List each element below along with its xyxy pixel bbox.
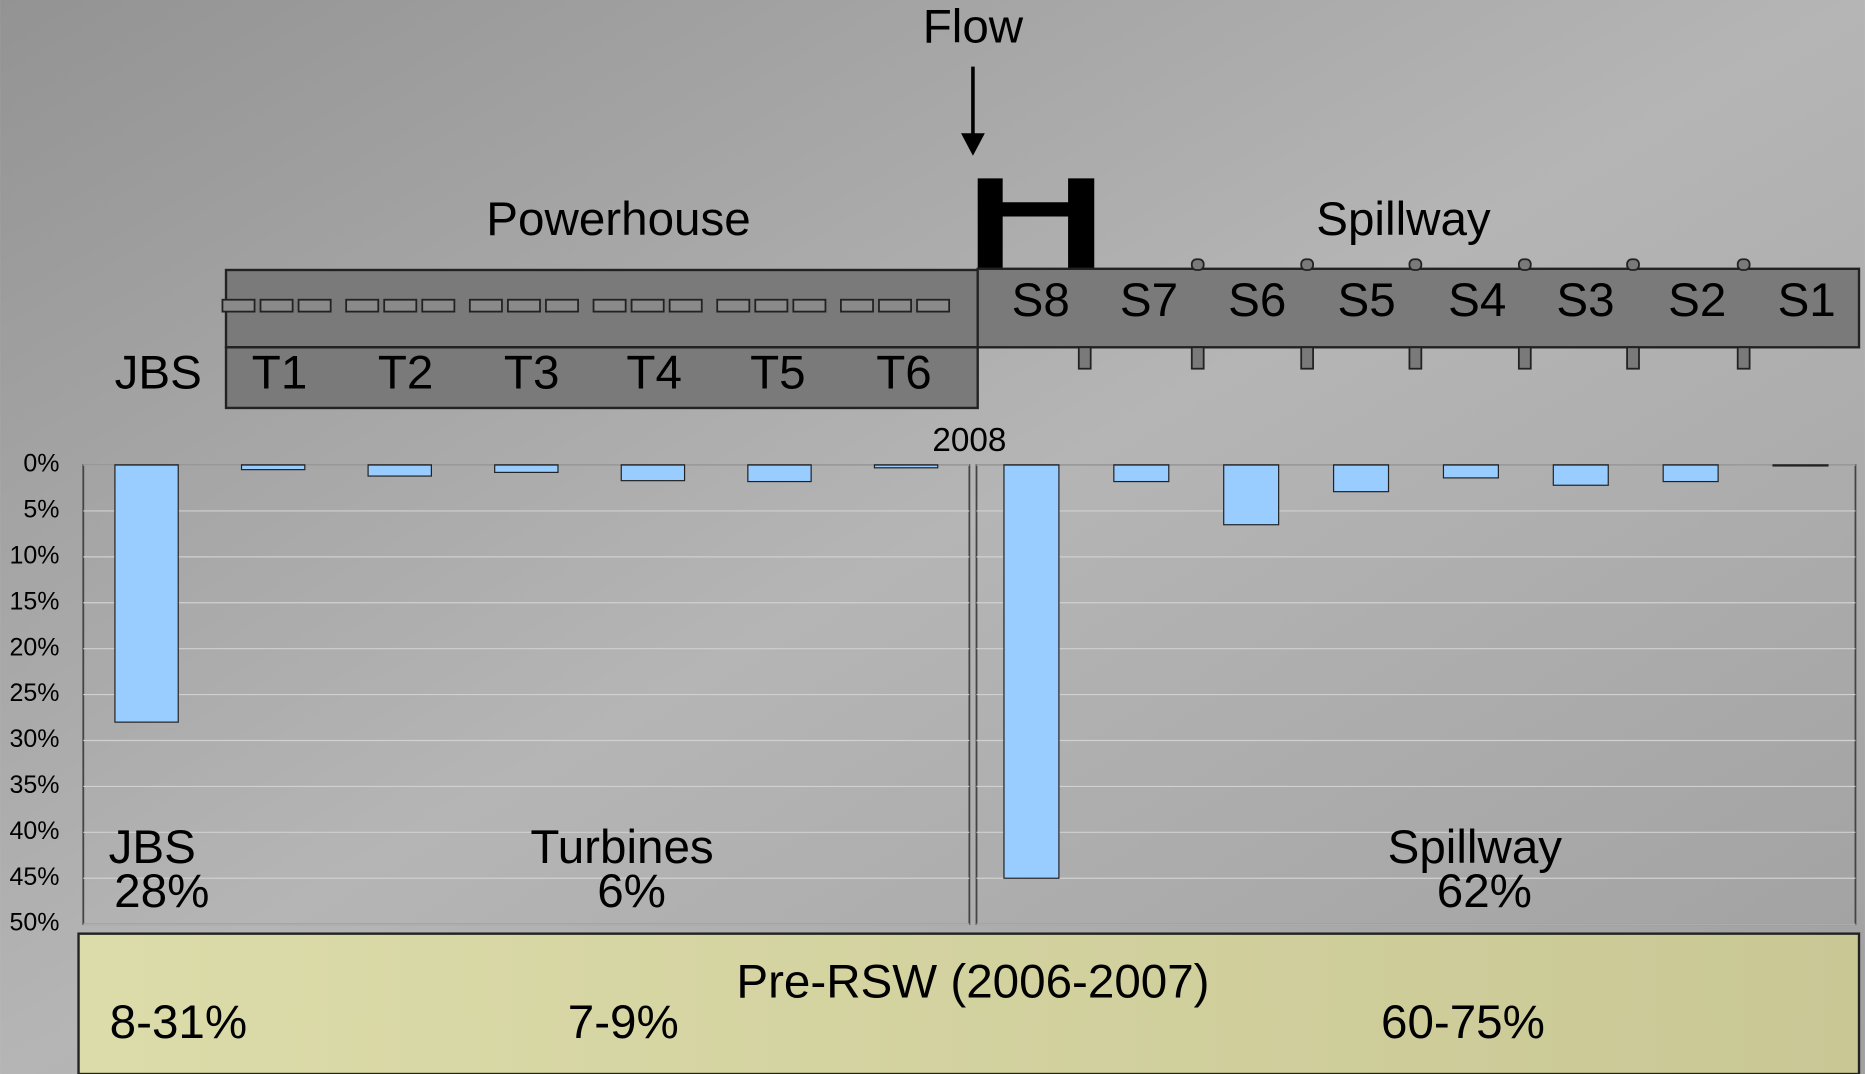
pre-rsw-box xyxy=(77,932,1861,1074)
y-tick-label: 25% xyxy=(10,679,60,707)
annotation-value: 6% xyxy=(597,865,666,918)
spillbay-label: S3 xyxy=(1556,274,1614,327)
chart-title: 2008 xyxy=(932,422,1006,459)
gate-top xyxy=(1736,258,1751,271)
gate-top xyxy=(1190,258,1205,271)
turbine-intake xyxy=(592,298,627,313)
bar xyxy=(494,464,559,473)
turbine-label: T6 xyxy=(876,346,932,399)
gate-foot xyxy=(1517,346,1532,370)
y-tick-label: 45% xyxy=(10,863,60,891)
spillbay-label: S5 xyxy=(1338,274,1396,327)
turbine-intake xyxy=(383,298,418,313)
spillbay-label: S4 xyxy=(1448,274,1506,327)
turbine-intake xyxy=(754,298,789,313)
y-tick-label: 40% xyxy=(10,817,60,845)
gate-foot xyxy=(1190,346,1205,370)
turbine-intake xyxy=(878,298,912,313)
annotation-value: 28% xyxy=(114,865,209,918)
spillbay-label: S2 xyxy=(1668,274,1726,327)
jbs-label: JBS xyxy=(115,346,202,399)
gate-foot xyxy=(1408,346,1423,370)
y-tick-label: 10% xyxy=(10,541,60,569)
turbine-intake xyxy=(507,298,541,313)
turbine-label: T4 xyxy=(626,346,682,399)
turbine-intake xyxy=(716,298,751,313)
gate-foot xyxy=(1626,346,1640,370)
gate-foot xyxy=(1077,346,1092,370)
turbine-intake xyxy=(345,298,380,313)
y-tick-label: 15% xyxy=(10,587,60,615)
turbine-intake xyxy=(668,298,703,313)
gate-foot xyxy=(1736,346,1751,370)
pre-rsw-range: 8-31% xyxy=(110,996,248,1049)
turbine-label: T1 xyxy=(252,346,308,399)
gate-top xyxy=(1408,258,1423,271)
turbine-intake xyxy=(297,298,332,313)
flow-label: Flow xyxy=(923,0,1024,53)
spillbay-label: S6 xyxy=(1228,274,1286,327)
bar xyxy=(1442,464,1499,479)
y-tick-label: 35% xyxy=(10,771,60,799)
spillway-box xyxy=(976,267,1861,349)
turbine-label: T5 xyxy=(750,346,806,399)
pre-rsw-title: Pre-RSW (2006-2007) xyxy=(736,955,1209,1008)
spillway-label: Spillway xyxy=(1316,193,1491,246)
annotation-label: JBS xyxy=(109,821,196,874)
turbine-intake xyxy=(840,298,874,313)
annotation-label: Turbines xyxy=(530,821,713,874)
gate-top xyxy=(1300,258,1314,271)
y-tick-label: 20% xyxy=(10,633,60,661)
spillbay-label: S1 xyxy=(1778,274,1836,327)
turbine-intake xyxy=(259,298,294,313)
gate-top xyxy=(1517,258,1532,271)
y-tick-label: 5% xyxy=(23,496,59,524)
spillbay-label: S8 xyxy=(1012,274,1070,327)
turbine-intake xyxy=(221,298,256,313)
bar xyxy=(240,464,306,471)
turbine-intake xyxy=(468,298,503,313)
turbine-intake xyxy=(545,298,579,313)
y-tick-label: 50% xyxy=(10,909,60,937)
turbine-label: T2 xyxy=(378,346,434,399)
powerhouse-label: Powerhouse xyxy=(486,193,750,246)
turbine-box xyxy=(224,346,979,410)
bar xyxy=(1662,464,1719,483)
bar xyxy=(367,464,432,477)
gate-top xyxy=(1626,258,1640,271)
bar xyxy=(873,464,939,469)
pre-rsw-range: 7-9% xyxy=(568,996,679,1049)
gate-foot xyxy=(1300,346,1314,370)
turbine-intake xyxy=(792,298,827,313)
bar xyxy=(747,464,812,483)
bar xyxy=(1113,464,1170,483)
annotation-value: 62% xyxy=(1437,865,1532,918)
diagram-parts: T1 T2 T3 T4 T5 T6 S8 S7 S6 S5 S4 S3 S2 S1 xyxy=(221,258,1836,399)
bar xyxy=(1772,464,1829,467)
dam-structure xyxy=(977,178,1095,269)
bar xyxy=(1552,464,1609,486)
bar xyxy=(620,464,686,482)
turbine-intake xyxy=(916,298,951,313)
flow-arrowhead xyxy=(961,133,985,156)
bar xyxy=(1332,464,1390,493)
bar xyxy=(114,464,179,723)
bar xyxy=(1223,464,1280,526)
bar xyxy=(1003,464,1060,879)
turbine-label: T3 xyxy=(504,346,560,399)
y-tick-label: 0% xyxy=(23,450,59,478)
turbine-intake xyxy=(421,298,456,313)
annotation-label: Spillway xyxy=(1388,821,1563,874)
y-tick-label: 30% xyxy=(10,725,60,753)
spillbay-label: S7 xyxy=(1120,274,1178,327)
pre-rsw-range: 60-75% xyxy=(1381,996,1545,1049)
turbine-intake xyxy=(630,298,665,313)
